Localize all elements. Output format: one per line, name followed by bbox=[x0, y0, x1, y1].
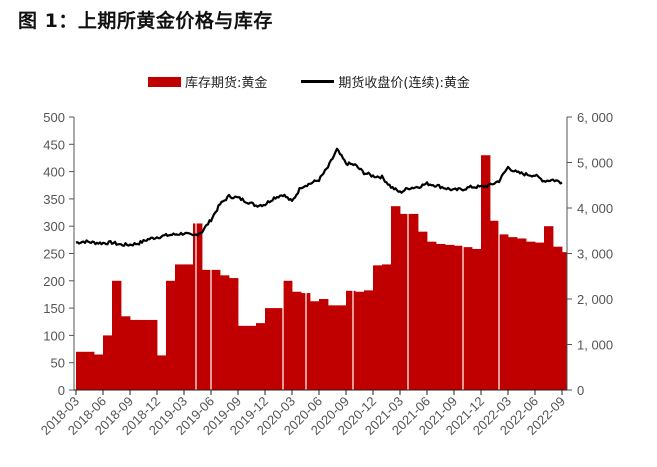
inventory-bar bbox=[193, 223, 203, 390]
inventory-bar bbox=[238, 325, 248, 390]
inventory-bar bbox=[202, 269, 212, 390]
legend: 库存期货:黄金 期货收盘价(连续):黄金 bbox=[148, 72, 504, 91]
inventory-bar bbox=[364, 290, 374, 390]
inventory-bar bbox=[490, 220, 500, 390]
inventory-bar bbox=[463, 247, 473, 390]
inventory-bar bbox=[247, 325, 257, 390]
bar-swatch-icon bbox=[148, 76, 181, 87]
inventory-bar bbox=[229, 278, 239, 390]
inventory-bar bbox=[274, 308, 284, 390]
inventory-bar bbox=[319, 299, 329, 390]
left-axis-tick: 500 bbox=[43, 110, 65, 125]
inventory-bar bbox=[508, 237, 518, 390]
price-polyline bbox=[75, 147, 563, 247]
right-axis-tick: 5, 000 bbox=[577, 156, 613, 171]
left-axis-tick: 300 bbox=[43, 219, 65, 234]
left-axis-tick: 350 bbox=[43, 192, 65, 207]
inventory-bar bbox=[409, 213, 419, 390]
inventory-bar bbox=[517, 238, 527, 390]
left-axis-tick: 200 bbox=[43, 274, 65, 289]
inventory-bar bbox=[175, 264, 185, 390]
right-axis-tick: 1, 000 bbox=[577, 338, 613, 353]
inventory-bar bbox=[292, 291, 302, 390]
inventory-bar bbox=[346, 290, 356, 390]
inventory-bar bbox=[553, 246, 563, 390]
left-axis-tick: 150 bbox=[43, 301, 65, 316]
inventory-bar bbox=[337, 305, 347, 390]
inventory-bar bbox=[220, 275, 230, 390]
inventory-bar bbox=[328, 305, 338, 390]
right-axis-tick: 2, 000 bbox=[577, 292, 613, 307]
inventory-bar bbox=[112, 280, 122, 390]
inventory-bar bbox=[211, 269, 221, 390]
right-axis-tick: 3, 000 bbox=[577, 247, 613, 262]
inventory-bar bbox=[391, 206, 401, 390]
inventory-bar bbox=[400, 213, 410, 390]
inventory-bar bbox=[283, 280, 293, 390]
legend-item-price: 期货收盘价(连续):黄金 bbox=[301, 72, 470, 91]
inventory-bar bbox=[148, 319, 158, 390]
left-axis-tick: 450 bbox=[43, 137, 65, 152]
left-axis-tick: 250 bbox=[43, 247, 65, 262]
inventory-bar bbox=[166, 280, 176, 390]
left-axis-tick: 100 bbox=[43, 328, 65, 343]
inventory-bar bbox=[310, 301, 320, 390]
left-axis-tick: 0 bbox=[58, 383, 65, 398]
inventory-bar bbox=[535, 242, 545, 390]
inventory-bar bbox=[544, 226, 554, 390]
price-line bbox=[75, 147, 563, 247]
inventory-bar bbox=[157, 355, 167, 390]
inventory-bar bbox=[436, 243, 446, 390]
inventory-bar bbox=[139, 319, 149, 390]
inventory-bar bbox=[454, 245, 464, 390]
right-axis-tick: 6, 000 bbox=[577, 110, 613, 125]
legend-item-inventory: 库存期货:黄金 bbox=[148, 72, 267, 91]
inventory-bar bbox=[103, 335, 113, 390]
legend-label-price: 期货收盘价(连续):黄金 bbox=[338, 76, 470, 91]
inventory-bar bbox=[184, 264, 194, 390]
inventory-bar bbox=[373, 265, 383, 390]
legend-label-inventory: 库存期货:黄金 bbox=[185, 76, 268, 91]
left-axis-tick: 50 bbox=[51, 356, 65, 371]
inventory-bar bbox=[472, 248, 482, 390]
inventory-bar bbox=[499, 234, 509, 390]
line-swatch-icon bbox=[301, 80, 335, 83]
inventory-bar bbox=[526, 241, 536, 390]
right-axis-tick: 4, 000 bbox=[577, 201, 613, 216]
inventory-bar bbox=[382, 264, 392, 390]
inventory-bar bbox=[76, 351, 86, 390]
inventory-bar bbox=[355, 291, 365, 390]
inventory-bar bbox=[418, 231, 428, 390]
left-axis-tick: 400 bbox=[43, 165, 65, 180]
inventory-bar bbox=[121, 316, 131, 390]
inventory-bar bbox=[445, 244, 455, 390]
chart-title: 图 1：上期所黄金价格与库存 bbox=[18, 10, 273, 32]
inventory-bar bbox=[85, 351, 95, 390]
inventory-bar bbox=[265, 308, 275, 390]
inventory-bars bbox=[76, 155, 568, 390]
inventory-bar bbox=[130, 319, 140, 390]
inventory-bar bbox=[256, 323, 266, 390]
inventory-bar bbox=[94, 354, 104, 390]
inventory-bar bbox=[427, 241, 437, 390]
right-axis-tick: 0 bbox=[577, 383, 584, 398]
inventory-bar bbox=[481, 155, 491, 390]
inventory-bar bbox=[562, 252, 568, 390]
